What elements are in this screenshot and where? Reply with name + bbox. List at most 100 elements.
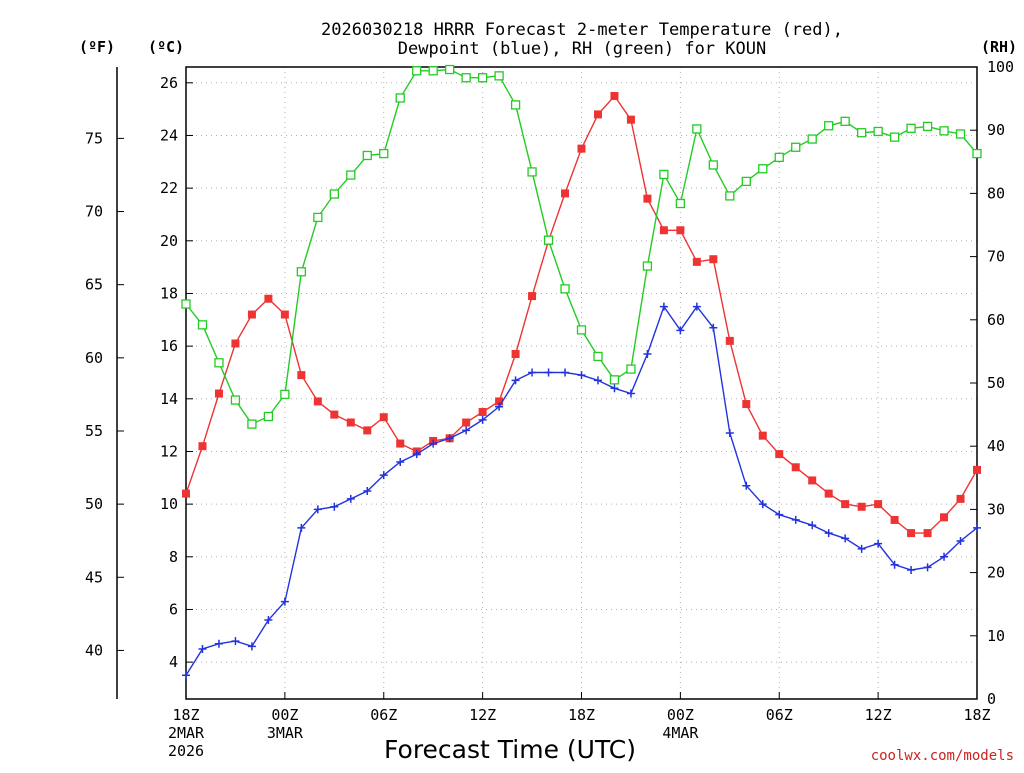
fahrenheit-tick-label: 60: [85, 349, 103, 367]
dewpoint-point: [577, 371, 586, 380]
fahrenheit-tick-label: 75: [85, 129, 103, 147]
rh-point: [296, 267, 307, 277]
rh-tick-label: 60: [987, 311, 1005, 329]
rh-point: [840, 116, 850, 127]
rh-point: [346, 170, 356, 180]
rh-point: [955, 129, 966, 139]
rh-point: [593, 351, 603, 362]
dewpoint-point: [247, 642, 256, 651]
dewpoint-point: [824, 529, 833, 538]
rh-tick-label: 80: [987, 184, 1005, 202]
temperature-point: [577, 144, 586, 153]
dewpoint-point: [808, 521, 817, 530]
temperature-point: [280, 310, 289, 319]
temperature-point: [561, 189, 570, 198]
fahrenheit-tick-label: 50: [85, 495, 103, 513]
rh-point: [576, 325, 587, 335]
dewpoint-point: [429, 439, 438, 448]
dewpoint-point: [742, 481, 751, 490]
dewpoint-point: [528, 368, 537, 377]
temperature-point: [610, 91, 619, 100]
dewpoint-point: [280, 597, 289, 606]
rh-point: [510, 100, 521, 110]
dewpoint-point: [758, 500, 767, 509]
dewpoint-point: [676, 326, 685, 335]
x-tick-label: 18Z: [568, 706, 595, 724]
dewpoint-point: [544, 368, 553, 377]
fahrenheit-tick-label: 45: [85, 568, 103, 586]
grid-lines: [186, 67, 977, 699]
dewpoint-point: [874, 539, 883, 548]
dewpoint-point: [973, 523, 981, 532]
rh-tick-label: 30: [987, 500, 1005, 518]
dewpoint-point: [659, 302, 668, 311]
dewpoint-point: [478, 415, 487, 424]
celsius-tick-label: 18: [160, 284, 178, 302]
rh-tick-label: 90: [987, 121, 1005, 139]
temperature-point: [824, 489, 833, 498]
x-tick-label: 00Z: [271, 706, 298, 724]
rh-tick-label: 40: [987, 437, 1005, 455]
dewpoint-point: [214, 639, 223, 648]
dewpoint-point: [561, 368, 570, 377]
rh-tick-label: 50: [987, 374, 1005, 392]
dewpoint-point: [956, 537, 965, 545]
dewpoint-point: [643, 350, 652, 359]
dewpoint-point: [198, 644, 207, 653]
celsius-tick-label: 20: [160, 232, 178, 250]
dewpoint-point: [231, 637, 240, 646]
rh-point: [774, 152, 784, 163]
x-tick-label: 4MAR: [662, 724, 699, 742]
celsius-tick-label: 14: [160, 390, 178, 408]
dewpoint-point: [313, 505, 322, 514]
rh-point: [445, 64, 455, 75]
rh-point: [659, 169, 669, 180]
rh-tick-label: 100: [987, 58, 1014, 76]
x-tick-label: 12Z: [865, 706, 892, 724]
rh-point: [856, 128, 867, 138]
temperature-point: [182, 489, 190, 498]
dewpoint-point: [857, 544, 866, 553]
rh-point: [181, 299, 191, 309]
rh-point: [609, 375, 620, 385]
temperature-point: [973, 465, 981, 474]
dewpoint-point: [692, 302, 701, 311]
x-tick-label: 06Z: [370, 706, 397, 724]
rh-point: [280, 389, 290, 400]
dewpoint-point: [841, 534, 850, 543]
temperature-point: [379, 413, 388, 422]
rh-point: [972, 148, 982, 159]
series-dewpoint: [182, 302, 981, 680]
dewpoint-point: [396, 458, 405, 466]
dewpoint-point: [363, 486, 372, 495]
rh-point: [412, 66, 422, 76]
celsius-tick-label: 22: [160, 179, 178, 197]
rh-point: [527, 167, 537, 177]
dewpoint-point: [297, 523, 306, 532]
x-tick-label: 2MAR: [168, 724, 205, 742]
celsius-tick-label: 8: [169, 548, 178, 566]
celsius-tick-label: 16: [160, 337, 178, 355]
rh-point: [313, 212, 323, 223]
temperature-point: [247, 310, 256, 319]
dewpoint-point: [264, 616, 273, 624]
chart-title-line1: 2026030218 HRRR Forecast 2-meter Tempera…: [321, 20, 843, 40]
rh-point: [543, 235, 554, 245]
dewpoint-point: [445, 434, 454, 443]
rh-tick-label: 0: [987, 690, 996, 708]
temperature-point: [956, 494, 965, 503]
temperature-point: [462, 418, 471, 427]
dewpoint-point: [725, 429, 734, 438]
temperature-point: [396, 439, 405, 448]
x-tick-label: 18Z: [963, 706, 990, 724]
rh-point: [708, 160, 718, 170]
dewpoint-point: [495, 402, 504, 411]
dewpoint-point: [923, 563, 932, 572]
temperature-point: [857, 502, 866, 511]
temperature-point: [330, 410, 339, 419]
celsius-tick-label: 24: [160, 126, 178, 144]
temperature-point: [478, 407, 487, 416]
rh-point: [906, 123, 916, 133]
celsius-tick-label: 26: [160, 74, 178, 92]
rh-point: [692, 124, 702, 134]
